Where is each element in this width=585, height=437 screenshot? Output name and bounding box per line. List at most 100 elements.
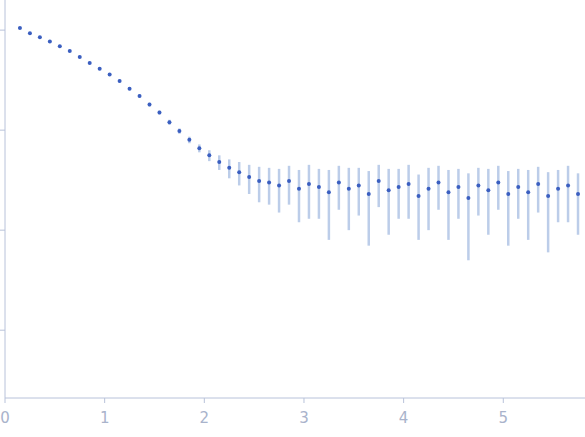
error-bar xyxy=(358,168,361,216)
plot-area xyxy=(18,26,580,260)
y-axis xyxy=(5,0,6,398)
data-point xyxy=(28,31,32,35)
error-bar xyxy=(467,173,470,260)
error-bar xyxy=(477,168,480,216)
data-point xyxy=(317,185,321,189)
data-point xyxy=(516,185,520,189)
error-bar xyxy=(567,166,570,222)
x-tick xyxy=(303,398,304,403)
x-tick-label: 5 xyxy=(499,409,509,427)
x-tick xyxy=(403,398,404,403)
data-point xyxy=(118,79,122,83)
data-point xyxy=(556,187,560,191)
error-bar xyxy=(527,170,530,240)
error-bar xyxy=(188,137,191,144)
error-bar xyxy=(348,168,351,230)
error-bar xyxy=(298,170,301,222)
error-bar xyxy=(547,172,550,252)
data-point xyxy=(536,182,540,186)
error-bar xyxy=(78,56,81,58)
error-bar xyxy=(487,169,490,235)
data-point xyxy=(417,194,421,198)
error-bar xyxy=(437,166,440,210)
data-point xyxy=(327,190,331,194)
data-point xyxy=(78,55,82,59)
x-tick-label: 0 xyxy=(0,409,10,427)
error-bar xyxy=(258,167,261,202)
error-bar xyxy=(328,170,331,240)
data-point xyxy=(277,183,281,187)
error-bar xyxy=(138,94,141,97)
data-point xyxy=(88,61,92,65)
error-bars xyxy=(20,27,578,260)
error-bar xyxy=(377,165,380,207)
data-point xyxy=(38,35,42,39)
error-bar xyxy=(108,73,111,76)
error-bar xyxy=(228,159,231,178)
data-point xyxy=(566,183,570,187)
error-bar xyxy=(308,165,311,219)
data-point xyxy=(48,39,52,43)
error-bar xyxy=(128,87,131,90)
data-point xyxy=(427,187,431,191)
error-bar xyxy=(208,150,211,161)
data-point xyxy=(397,185,401,189)
error-bar xyxy=(278,169,281,213)
x-tick-label: 4 xyxy=(399,409,409,427)
data-point xyxy=(157,111,161,115)
data-point xyxy=(576,192,580,196)
data-point xyxy=(98,67,102,71)
error-bar xyxy=(69,50,72,52)
y-tick xyxy=(0,330,5,331)
error-bar xyxy=(198,144,201,152)
data-point xyxy=(446,190,450,194)
error-bar xyxy=(537,167,540,213)
y-tick xyxy=(0,130,5,131)
error-bar xyxy=(397,169,400,219)
data-point xyxy=(247,175,251,179)
data-point xyxy=(237,170,241,174)
data-point xyxy=(267,180,271,184)
data-point xyxy=(217,160,221,164)
error-bar xyxy=(88,62,91,64)
data-point xyxy=(58,44,62,48)
error-bar xyxy=(98,68,101,71)
data-point xyxy=(377,179,381,183)
error-bar xyxy=(427,168,430,230)
error-bar xyxy=(288,166,291,205)
data-point xyxy=(337,180,341,184)
data-point xyxy=(227,166,231,170)
data-point xyxy=(257,179,261,183)
error-bar xyxy=(338,166,341,210)
data-point xyxy=(18,26,22,30)
data-point xyxy=(486,188,490,192)
x-tick xyxy=(204,398,205,403)
data-point xyxy=(108,72,112,76)
error-bar xyxy=(168,120,171,125)
data-point xyxy=(68,49,72,53)
data-point xyxy=(367,192,371,196)
x-axis xyxy=(5,398,585,399)
y-tick xyxy=(0,230,5,231)
data-point xyxy=(407,182,411,186)
data-point xyxy=(187,138,191,142)
points xyxy=(18,26,580,200)
y-tick xyxy=(0,30,5,31)
error-bar xyxy=(148,103,151,107)
error-bar xyxy=(457,169,460,219)
error-bar xyxy=(158,111,161,115)
error-bar xyxy=(268,168,271,205)
error-bar xyxy=(577,173,580,234)
data-point xyxy=(357,183,361,187)
error-bar xyxy=(367,171,370,246)
error-bar xyxy=(517,169,520,219)
x-tick-label: 1 xyxy=(100,409,110,427)
data-point xyxy=(207,153,211,157)
data-point xyxy=(297,187,301,191)
data-point xyxy=(496,180,500,184)
data-point xyxy=(506,192,510,196)
data-point xyxy=(437,180,441,184)
data-point xyxy=(307,182,311,186)
data-point xyxy=(167,120,171,124)
data-point xyxy=(456,185,460,189)
